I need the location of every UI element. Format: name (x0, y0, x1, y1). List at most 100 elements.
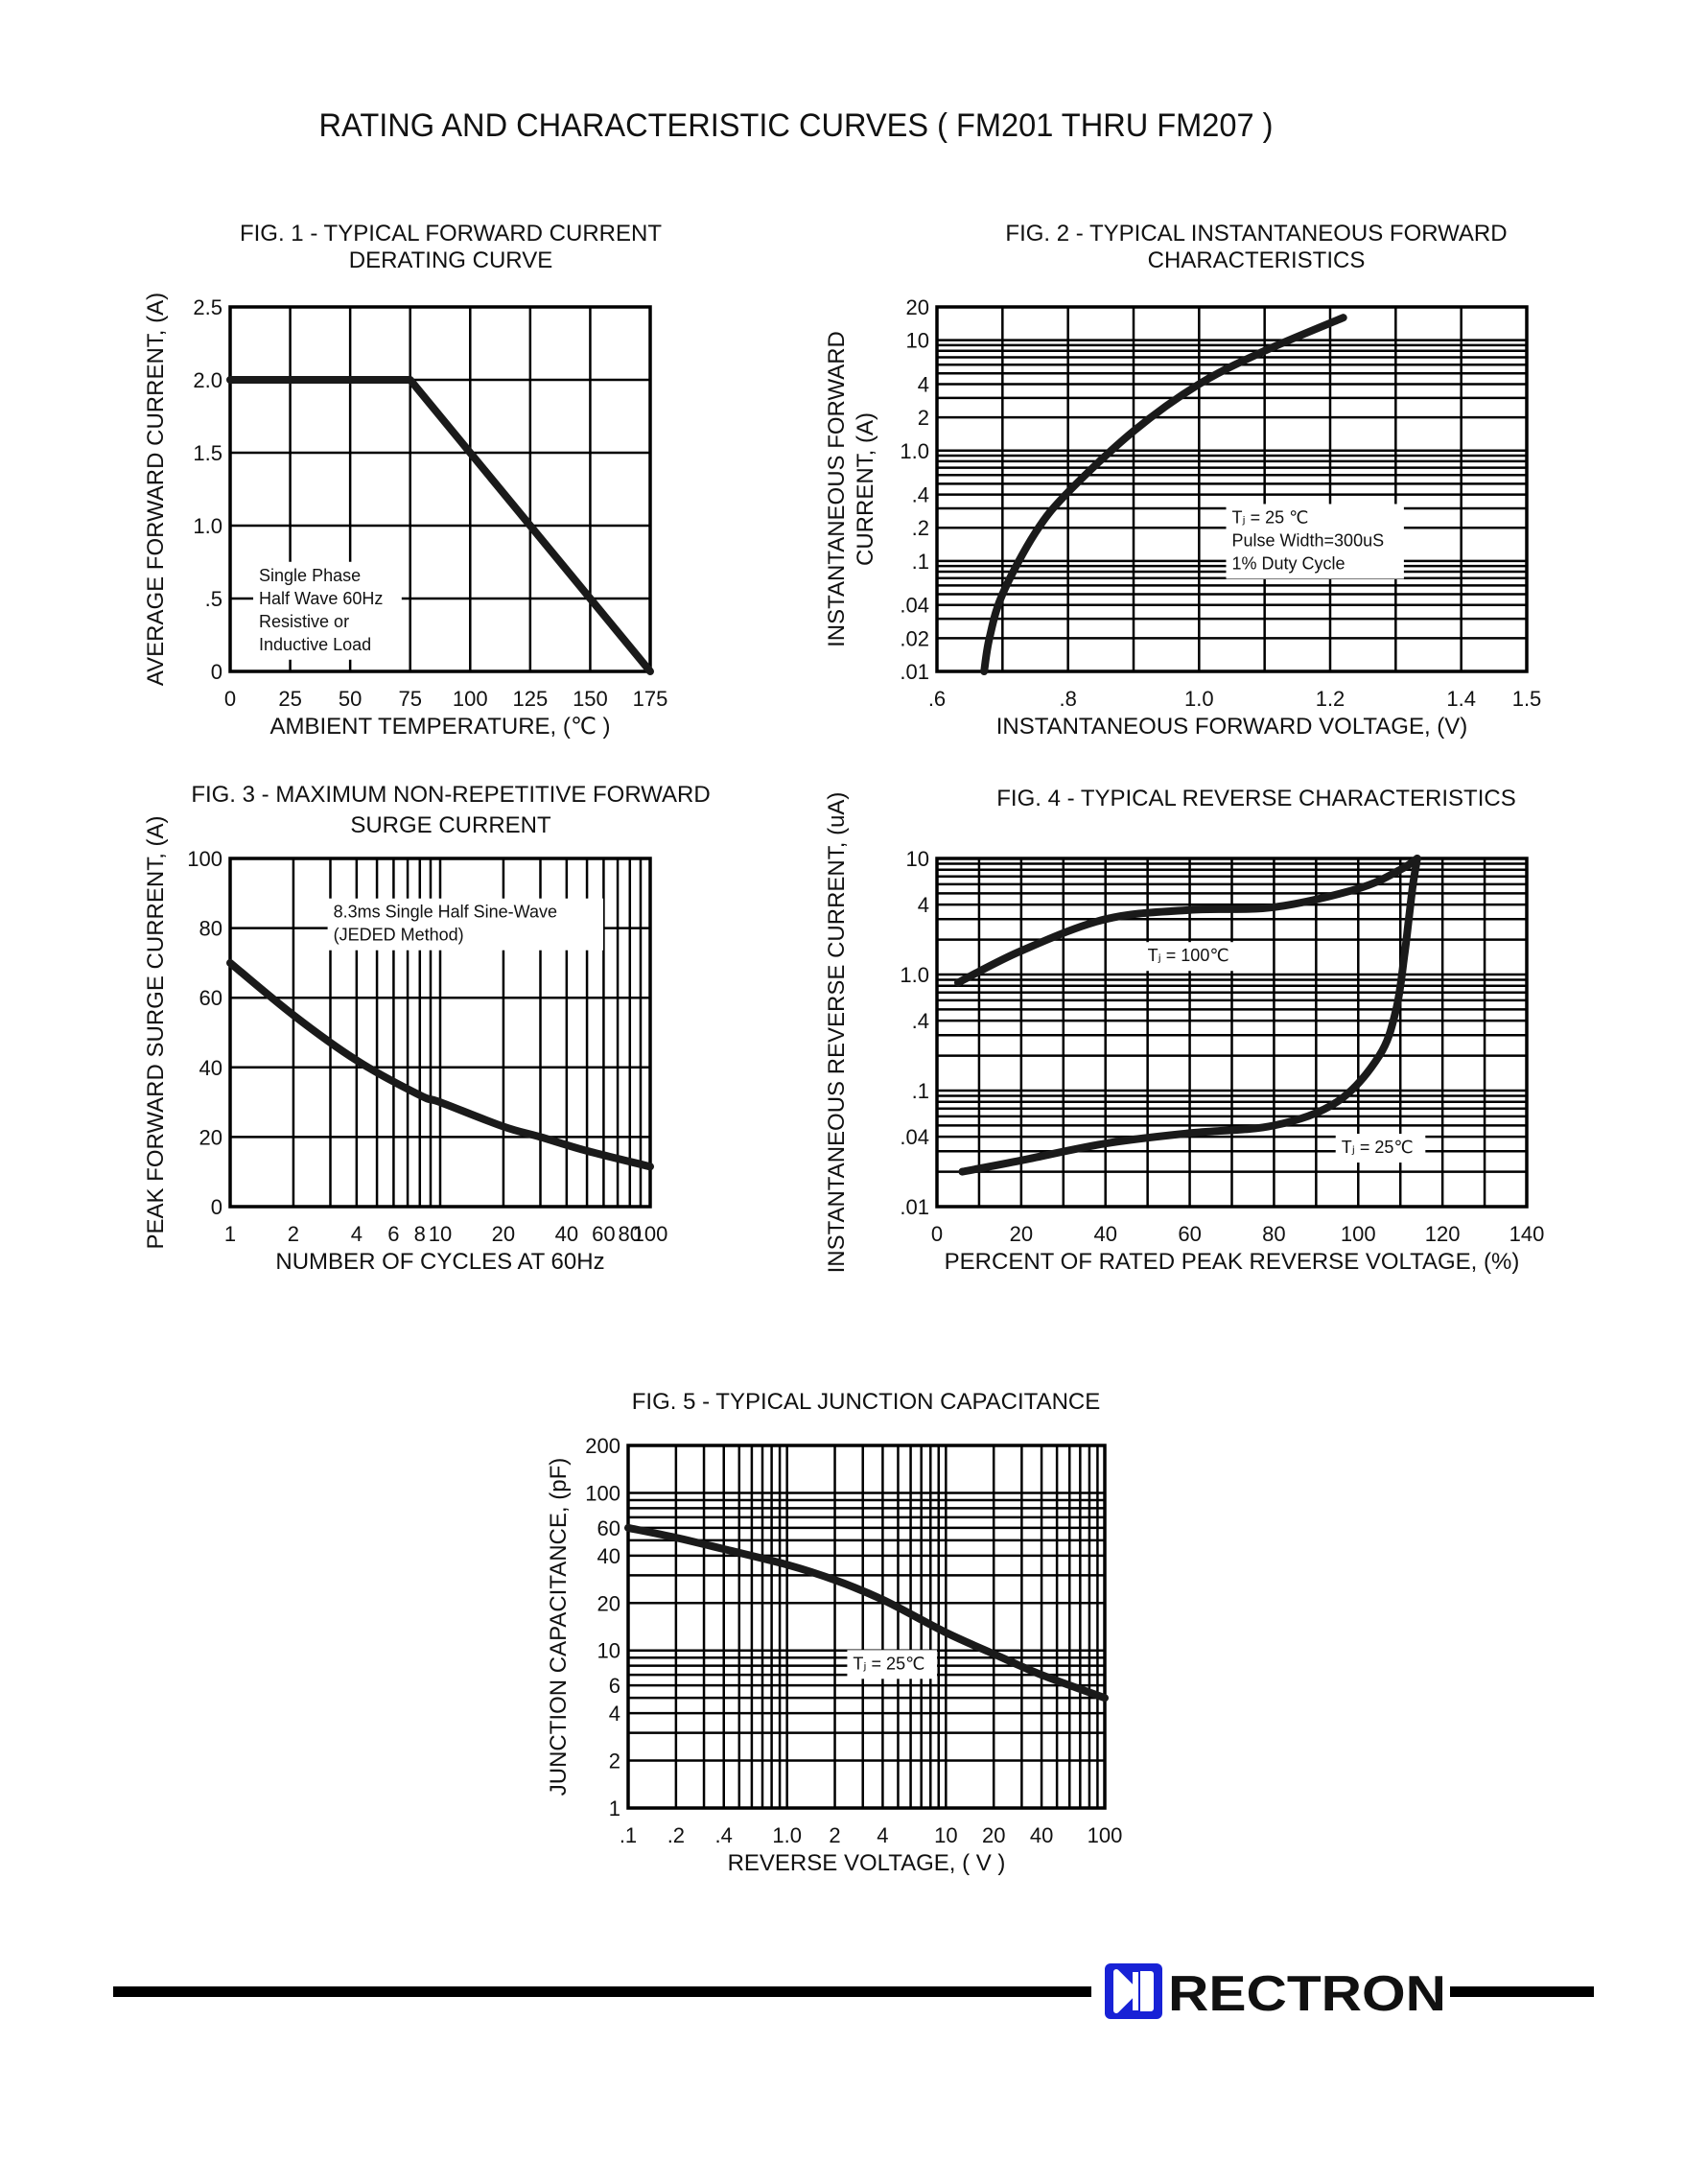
charts-layer: FIG. 1 - TYPICAL FORWARD CURRENTDERATING… (143, 221, 1544, 1876)
fig3-plot-frame (228, 857, 652, 1209)
fig4-x-tick-label: 60 (1178, 1222, 1201, 1246)
fig5-x-tick-label: 2 (829, 1823, 840, 1847)
fig3-title-line: FIG. 3 - MAXIMUM NON-REPETITIVE FORWARD (191, 782, 710, 808)
fig1-annotation-bg (253, 561, 402, 660)
fig4-y-tick-label: .01 (900, 1195, 929, 1219)
fig4-series-curve (958, 855, 1421, 1176)
fig4-grid (937, 858, 1527, 1207)
fig1-annotation: Single Phase Half Wave 60Hz Resistive or In… (253, 561, 402, 660)
fig2-plot-frame (935, 305, 1529, 673)
fig1-x-tick-label: 0 (224, 687, 236, 711)
fig5-x-tick-label: 1.0 (772, 1823, 802, 1847)
fig4-x-tick-label: 0 (931, 1222, 943, 1246)
fig5-x-tick-label: 10 (934, 1823, 957, 1847)
fig3-x-tick-label: 100 (633, 1222, 668, 1246)
fig2-y-tick-label: 4 (918, 372, 929, 396)
fig2-y-tick-label: .2 (912, 516, 929, 540)
fig3-chart: FIG. 3 - MAXIMUM NON-REPETITIVE FORWARD S… (143, 782, 711, 1275)
fig1-series-curve (226, 375, 654, 675)
fig3-y-tick-label: 0 (211, 1195, 222, 1219)
fig3-y-tick-label: 100 (187, 847, 222, 871)
fig2-y-tick-label: 2 (918, 406, 929, 430)
fig4-annotation-bg (1141, 942, 1242, 972)
fig5-title-line: FIG. 5 - TYPICAL JUNCTION CAPACITANCE (632, 1389, 1101, 1415)
fig5-y-tick-label: 60 (597, 1516, 620, 1540)
fig4-series-curve (954, 855, 1421, 987)
fig5-x-tick-label: .2 (667, 1823, 685, 1847)
fig5-y-tick-label: 1 (609, 1797, 620, 1820)
fig5-chart: FIG. 5 - TYPICAL JUNCTION CAPACITANCE Tⱼ … (546, 1389, 1122, 1876)
fig3-series-curve (226, 958, 654, 1171)
fig2-title-line: FIG. 2 - TYPICAL INSTANTANEOUS FORWARD (1005, 221, 1507, 247)
fig1-chart: FIG. 1 - TYPICAL FORWARD CURRENTDERATING… (143, 221, 667, 740)
fig2-x-tick-label: .6 (928, 687, 946, 711)
fig5-y-tick-label: 2 (609, 1750, 620, 1773)
fig1-y-tick-label: 0 (211, 660, 222, 684)
fig2-series-curve (980, 314, 1347, 675)
fig2-y-axis-label: CURRENT, (A) (853, 412, 878, 566)
fig3-annotation-bg (327, 898, 604, 951)
fig1-annotation-line: Single Phase (259, 566, 361, 585)
fig5-x-tick-label: .4 (715, 1823, 733, 1847)
fig5-x-tick-label: 4 (877, 1823, 888, 1847)
fig4-y-axis-label: INSTANTANEOUS REVERSE CURRENT, (uA) (824, 792, 850, 1274)
fig3-x-tick-label: 1 (224, 1222, 236, 1246)
fig1-y-tick-label: 1.5 (193, 441, 222, 465)
fig4-annotation-line: Tⱼ = 25℃ (1342, 1138, 1414, 1157)
fig3-y-tick-label: 40 (199, 1056, 222, 1080)
fig1-y-tick-label: 1.0 (193, 514, 222, 538)
fig2-y-tick-label: 1.0 (900, 439, 929, 463)
fig4-y-tick-label: .04 (900, 1125, 929, 1149)
fig3-annotation: 8.3ms Single Half Sine-Wave (JEDED Method… (327, 898, 604, 951)
fig1-plot-frame (228, 305, 652, 673)
fig1-y-tick-label: 2.5 (193, 295, 222, 319)
fig5-series-curve (624, 1523, 1109, 1703)
fig5-y-axis-label: JUNCTION CAPACITANCE, (pF) (546, 1458, 572, 1796)
fig5-y-tick-label: 20 (597, 1591, 620, 1615)
fig2-y-tick-label: .02 (900, 626, 929, 650)
fig5-y-tick-label: 100 (585, 1481, 620, 1505)
fig4-x-tick-label: 100 (1341, 1222, 1376, 1246)
fig1-x-axis-label: AMBIENT TEMPERATURE, (℃ ) (270, 714, 611, 740)
footer: RECTRON (113, 1963, 1594, 2022)
fig2-x-tick-label: .8 (1059, 687, 1076, 711)
fig2-y-tick-label: .4 (912, 483, 929, 507)
fig5-grid (628, 1445, 1105, 1808)
fig4-annotation: Tⱼ = 25℃ (1335, 1134, 1426, 1163)
fig1-title-line: DERATING CURVE (349, 247, 552, 273)
fig3-grid (230, 858, 650, 1207)
fig2-x-tick-label: 1.4 (1446, 687, 1476, 711)
fig5-y-tick-label: 40 (597, 1544, 620, 1568)
fig1-x-tick-label: 125 (512, 687, 548, 711)
fig2-annotation-line: Tⱼ = 25 ℃ (1232, 507, 1309, 527)
fig5-x-tick-label: 20 (982, 1823, 1005, 1847)
fig2-chart: FIG. 2 - TYPICAL INSTANTANEOUS FORWARDCH… (824, 221, 1541, 740)
fig1-x-tick-label: 175 (633, 687, 668, 711)
fig2-y-tick-label: 20 (906, 295, 929, 319)
fig4-x-tick-label: 140 (1509, 1222, 1545, 1246)
fig3-x-tick-label: 20 (492, 1222, 515, 1246)
fig3-x-tick-label: 80 (619, 1222, 642, 1246)
brand-name: RECTRON (1168, 1966, 1446, 2022)
fig2-y-tick-label: .01 (900, 660, 929, 684)
fig3-annotation-line: 8.3ms Single Half Sine-Wave (334, 903, 557, 922)
fig4-y-tick-label: 1.0 (900, 963, 929, 987)
fig3-x-axis-label: NUMBER OF CYCLES AT 60Hz (275, 1249, 604, 1275)
fig4-x-tick-label: 20 (1010, 1222, 1033, 1246)
fig2-y-axis-label: INSTANTANEOUS FORWARD (824, 331, 850, 647)
fig5-y-tick-label: 4 (609, 1702, 620, 1726)
fig2-x-tick-label: 1.0 (1184, 687, 1214, 711)
diode-symbol-icon (1113, 1969, 1154, 2013)
fig4-y-tick-label: 4 (918, 893, 929, 917)
fig2-annotation-line: 1% Duty Cycle (1232, 553, 1345, 573)
fig4-chart: FIG. 4 - TYPICAL REVERSE CHARACTERISTICS… (824, 786, 1544, 1275)
fig1-y-axis-label: AVERAGE FORWARD CURRENT, (A) (143, 293, 169, 686)
fig1-title-line: FIG. 1 - TYPICAL FORWARD CURRENT (240, 221, 662, 247)
fig2-y-tick-label: .04 (900, 594, 929, 618)
fig3-x-tick-label: 10 (429, 1222, 452, 1246)
fig3-annotation-line: (JEDED Method) (334, 926, 464, 945)
fig4-x-tick-label: 80 (1262, 1222, 1285, 1246)
fig5-annotation-bg (847, 1650, 938, 1679)
fig3-y-tick-label: 80 (199, 917, 222, 941)
